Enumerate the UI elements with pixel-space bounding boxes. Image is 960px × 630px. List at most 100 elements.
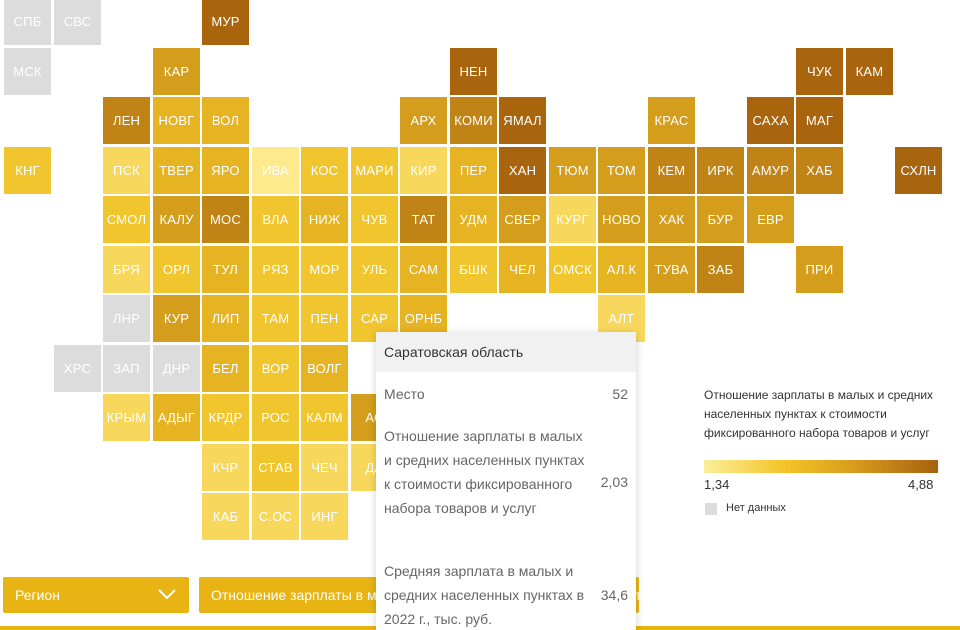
region-tile[interactable]: ТУЛ [202, 246, 249, 293]
region-tile[interactable]: БШК [450, 246, 497, 293]
region-tile[interactable]: КАБ [202, 493, 249, 540]
region-tile[interactable]: ХАК [648, 196, 695, 243]
region-tile[interactable]: САХА [747, 97, 794, 144]
region-tile[interactable]: АЛ.К [598, 246, 645, 293]
region-tile[interactable]: ДНР [153, 345, 200, 392]
tooltip-title: Саратовская область [376, 332, 636, 372]
region-tile[interactable]: КАР [153, 48, 200, 95]
region-tile[interactable]: СМОЛ [103, 196, 150, 243]
region-tile[interactable]: НИЖ [301, 196, 348, 243]
region-tile[interactable]: КЕМ [648, 147, 695, 194]
region-tile[interactable]: ЧЕЛ [499, 246, 546, 293]
chevron-down-icon [157, 577, 177, 613]
region-tile[interactable]: КУРГ [549, 196, 596, 243]
region-tile[interactable]: МОР [301, 246, 348, 293]
region-tile[interactable]: АРХ [400, 97, 447, 144]
tooltip-rank-label: Место [384, 386, 425, 402]
tooltip-row-rank: Место 52 [384, 382, 628, 406]
region-tile[interactable]: ВОЛГ [301, 345, 348, 392]
region-tile[interactable]: ВОЛ [202, 97, 249, 144]
region-tile[interactable]: ЛЕН [103, 97, 150, 144]
region-tile[interactable]: ХАН [499, 147, 546, 194]
region-tile[interactable]: КУР [153, 295, 200, 342]
legend-gradient-bar [704, 460, 938, 473]
region-tile[interactable]: ОРЛ [153, 246, 200, 293]
region-tile[interactable]: ТАМ [252, 295, 299, 342]
region-tile[interactable]: БУР [697, 196, 744, 243]
region-tile[interactable]: БРЯ [103, 246, 150, 293]
region-tile[interactable]: ТУВА [648, 246, 695, 293]
region-tile[interactable]: САМ [400, 246, 447, 293]
region-tile[interactable]: ПЕР [450, 147, 497, 194]
tooltip-salary-value: 34,6 [600, 587, 628, 603]
region-tile[interactable]: УДМ [450, 196, 497, 243]
region-tile[interactable]: С.ОС [252, 493, 299, 540]
region-tile[interactable]: ИНГ [301, 493, 348, 540]
region-tile[interactable]: ПЕН [301, 295, 348, 342]
region-tile[interactable]: КРЫМ [103, 394, 150, 441]
region-tile[interactable]: МАРИ [351, 147, 398, 194]
tooltip-row-ratio: Отношение зарплаты в малых и средних нас… [384, 424, 628, 544]
tooltip-ratio-label: Отношение зарплаты в малых и средних нас… [384, 428, 585, 516]
region-tile[interactable]: МУР [202, 0, 249, 45]
region-tile[interactable]: МОС [202, 196, 249, 243]
region-tile[interactable]: НОВО [598, 196, 645, 243]
region-tile[interactable]: БЕЛ [202, 345, 249, 392]
region-tile[interactable]: ЯРО [202, 147, 249, 194]
region-tile[interactable]: МСК [4, 48, 51, 95]
region-tile[interactable]: ЗАБ [697, 246, 744, 293]
region-tile[interactable]: АМУР [747, 147, 794, 194]
region-tile[interactable]: ЧЕЧ [301, 444, 348, 491]
region-tile[interactable]: ЕВР [747, 196, 794, 243]
tile-map: СПБ СВС МУР МСК КАР НЕН ЧУК КАМ ЛЕН НОВГ ВОЛ АРХ КОМ… [4, 0, 942, 540]
region-tile[interactable]: ТВЕР [153, 147, 200, 194]
region-tile[interactable]: ВОР [252, 345, 299, 392]
region-tile[interactable]: ХАБ [796, 147, 843, 194]
region-tile[interactable]: ЧУК [796, 48, 843, 95]
region-tile[interactable]: КЧР [202, 444, 249, 491]
region-tile[interactable]: ЧУВ [351, 196, 398, 243]
region-tile[interactable]: ЯМАЛ [499, 97, 546, 144]
region-tile[interactable]: КИР [400, 147, 447, 194]
region-tile[interactable]: СТАВ [252, 444, 299, 491]
region-tile[interactable]: ТОМ [598, 147, 645, 194]
region-tile[interactable]: КНГ [4, 147, 51, 194]
region-tile[interactable]: МАГ [796, 97, 843, 144]
region-tile[interactable]: КРДР [202, 394, 249, 441]
legend-nodata-swatch [705, 503, 717, 515]
tooltip-row-salary: Средняя зарплата в малых и средних насел… [384, 559, 628, 630]
region-dropdown[interactable]: Регион [3, 577, 189, 613]
region-tile[interactable]: ЛНР [103, 295, 150, 342]
region-tile[interactable]: УЛЬ [351, 246, 398, 293]
region-tile[interactable]: СВС [54, 0, 101, 45]
region-tile[interactable]: ПРИ [796, 246, 843, 293]
region-tile[interactable]: НОВГ [153, 97, 200, 144]
region-dropdown-label: Регион [15, 587, 60, 603]
region-tile[interactable]: СВЕР [499, 196, 546, 243]
region-tooltip: Саратовская область Место 52 Отношение з… [376, 332, 636, 630]
region-tile[interactable]: СПБ [4, 0, 51, 45]
region-tile[interactable]: ЛИП [202, 295, 249, 342]
region-tile[interactable]: КРАС [648, 97, 695, 144]
region-tile[interactable]: ИРК [697, 147, 744, 194]
region-tile[interactable]: ЗАП [103, 345, 150, 392]
legend-min-label: 1,34 [704, 477, 730, 492]
region-tile[interactable]: КАЛУ [153, 196, 200, 243]
region-tile[interactable]: СХЛН [895, 147, 942, 194]
region-tile[interactable]: ТЮМ [549, 147, 596, 194]
region-tile[interactable]: ИВА [252, 147, 299, 194]
region-tile[interactable]: ПСК [103, 147, 150, 194]
region-tile[interactable]: КАМ [846, 48, 893, 95]
region-tile[interactable]: АДЫГ [153, 394, 200, 441]
region-tile[interactable]: ХРС [54, 345, 101, 392]
region-tile[interactable]: КАЛМ [301, 394, 348, 441]
region-tile[interactable]: ВЛА [252, 196, 299, 243]
region-tile[interactable]: РЯЗ [252, 246, 299, 293]
region-tile[interactable]: КОМИ [450, 97, 497, 144]
region-tile[interactable]: КОС [301, 147, 348, 194]
tooltip-ratio-value: 2,03 [600, 474, 628, 490]
region-tile[interactable]: РОС [252, 394, 299, 441]
region-tile[interactable]: НЕН [450, 48, 497, 95]
region-tile[interactable]: ОМСК [549, 246, 596, 293]
region-tile[interactable]: ТАТ [400, 196, 447, 243]
